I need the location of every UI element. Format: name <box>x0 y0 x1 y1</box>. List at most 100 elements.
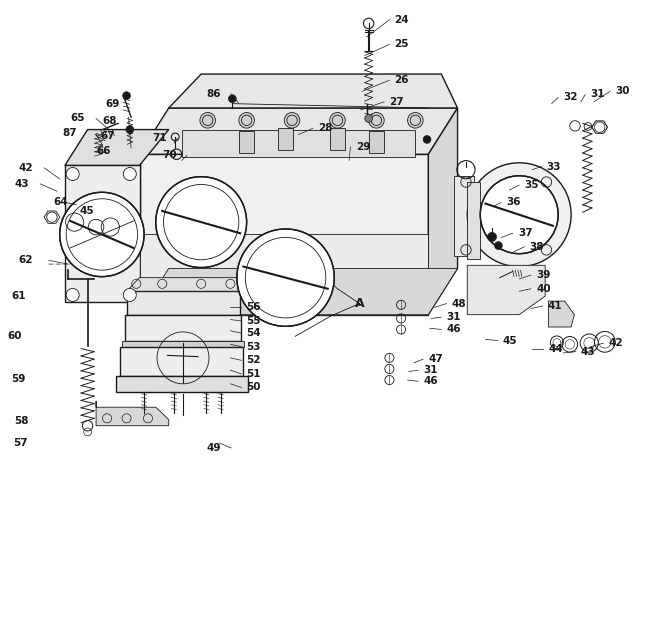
Polygon shape <box>127 278 253 291</box>
Text: 61: 61 <box>12 291 26 301</box>
Text: 32: 32 <box>563 93 578 102</box>
Polygon shape <box>182 130 415 157</box>
Circle shape <box>66 288 79 302</box>
Text: 39: 39 <box>536 270 550 280</box>
Polygon shape <box>96 401 169 426</box>
Circle shape <box>330 112 345 128</box>
Text: 40: 40 <box>536 284 551 294</box>
Text: 43: 43 <box>14 179 29 189</box>
Circle shape <box>200 112 215 128</box>
Circle shape <box>284 112 300 128</box>
Text: 64: 64 <box>53 197 68 207</box>
Circle shape <box>365 115 373 122</box>
Circle shape <box>487 233 496 241</box>
Text: 46: 46 <box>423 376 438 386</box>
Polygon shape <box>467 265 545 315</box>
Polygon shape <box>116 376 248 392</box>
Circle shape <box>156 176 247 268</box>
Circle shape <box>126 126 134 133</box>
Text: 60: 60 <box>8 331 22 341</box>
Text: 25: 25 <box>395 39 409 49</box>
Text: 26: 26 <box>395 75 409 85</box>
Polygon shape <box>369 131 384 153</box>
Text: 29: 29 <box>356 142 370 152</box>
Circle shape <box>123 288 136 302</box>
Polygon shape <box>278 128 293 150</box>
Text: 37: 37 <box>518 228 533 238</box>
Text: 52: 52 <box>247 355 261 365</box>
Polygon shape <box>125 315 241 341</box>
Circle shape <box>480 176 558 254</box>
Text: 54: 54 <box>247 328 262 338</box>
Text: 46: 46 <box>447 325 461 334</box>
Polygon shape <box>169 74 458 108</box>
Polygon shape <box>330 128 345 150</box>
Text: 41: 41 <box>548 301 563 311</box>
Text: 33: 33 <box>546 162 561 172</box>
Circle shape <box>228 95 236 102</box>
Text: 49: 49 <box>206 443 221 453</box>
Polygon shape <box>454 176 474 256</box>
Circle shape <box>123 167 136 181</box>
Text: 31: 31 <box>447 312 461 322</box>
Text: 42: 42 <box>609 338 624 348</box>
Text: 44: 44 <box>548 344 563 354</box>
Text: 51: 51 <box>247 369 261 379</box>
Circle shape <box>495 242 502 249</box>
Text: 45: 45 <box>79 206 94 216</box>
Text: 24: 24 <box>395 15 410 25</box>
Polygon shape <box>120 347 243 376</box>
Text: 62: 62 <box>18 255 32 265</box>
Text: 55: 55 <box>247 316 261 326</box>
Text: 43: 43 <box>581 347 596 357</box>
Text: 48: 48 <box>452 299 467 308</box>
Circle shape <box>408 112 423 128</box>
Text: 59: 59 <box>12 374 26 384</box>
Polygon shape <box>140 268 458 315</box>
Circle shape <box>239 112 254 128</box>
Polygon shape <box>122 341 244 347</box>
Text: 53: 53 <box>247 342 261 352</box>
Text: 65: 65 <box>70 114 84 123</box>
Text: 30: 30 <box>615 86 630 96</box>
Text: 50: 50 <box>247 383 261 392</box>
Polygon shape <box>428 108 458 315</box>
Text: 31: 31 <box>423 365 437 375</box>
Polygon shape <box>239 131 254 153</box>
Text: 47: 47 <box>428 354 443 364</box>
Polygon shape <box>467 182 480 259</box>
Text: 66: 66 <box>96 146 110 156</box>
Text: 31: 31 <box>591 89 605 99</box>
Text: 56: 56 <box>247 302 261 312</box>
Text: 42: 42 <box>18 163 33 173</box>
Text: 36: 36 <box>506 197 520 207</box>
Text: 69: 69 <box>106 99 120 109</box>
Circle shape <box>369 112 384 128</box>
Text: 67: 67 <box>101 131 116 141</box>
Polygon shape <box>140 108 458 154</box>
Circle shape <box>60 193 144 276</box>
Circle shape <box>237 229 334 326</box>
Text: 38: 38 <box>530 242 544 252</box>
Polygon shape <box>140 154 428 315</box>
Circle shape <box>423 136 431 143</box>
Polygon shape <box>127 291 240 315</box>
Text: 45: 45 <box>503 336 518 346</box>
Text: A: A <box>355 297 364 310</box>
Text: 57: 57 <box>13 438 28 448</box>
Circle shape <box>467 163 571 267</box>
Text: 86: 86 <box>206 89 221 99</box>
Circle shape <box>66 167 79 181</box>
Polygon shape <box>548 301 574 327</box>
Text: 27: 27 <box>389 97 404 107</box>
Text: 28: 28 <box>318 123 332 133</box>
Polygon shape <box>140 234 428 315</box>
Circle shape <box>123 92 130 99</box>
Polygon shape <box>65 165 140 302</box>
Text: 71: 71 <box>153 133 167 143</box>
Text: 58: 58 <box>14 416 29 426</box>
Text: 35: 35 <box>524 180 539 190</box>
Text: 70: 70 <box>162 151 177 160</box>
Polygon shape <box>65 130 169 165</box>
Text: 68: 68 <box>103 116 117 126</box>
